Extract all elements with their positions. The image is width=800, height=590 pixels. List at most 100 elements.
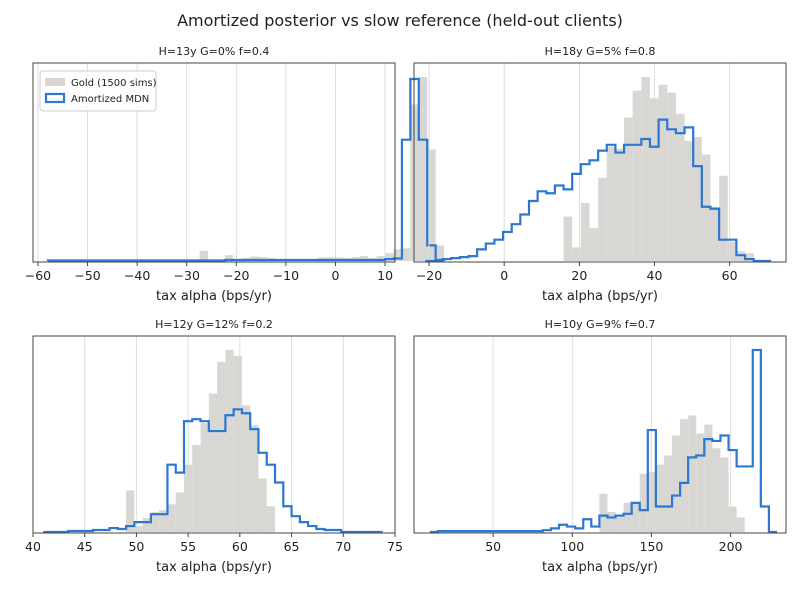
gold-bar xyxy=(607,511,616,532)
x-tick-label: 75 xyxy=(387,539,403,554)
gold-bar xyxy=(712,448,721,532)
gold-bar xyxy=(599,493,608,532)
gold-bar xyxy=(150,512,160,532)
gold-bar xyxy=(572,247,581,261)
gold-bar xyxy=(410,104,419,261)
axes-frame xyxy=(32,335,396,534)
gold-bar xyxy=(208,393,218,532)
axes-frame xyxy=(32,62,396,263)
x-tick-label: 45 xyxy=(77,539,93,554)
x-axis-label: tax alpha (bps/yr) xyxy=(156,289,272,304)
gold-bar xyxy=(719,175,728,261)
gold-bar xyxy=(563,216,573,261)
gold-bar xyxy=(250,425,259,532)
x-tick-label: 55 xyxy=(180,539,196,554)
gold-bar xyxy=(727,241,737,261)
panel-title: H=18y G=5% f=0.8 xyxy=(545,45,656,58)
x-tick-label: −10 xyxy=(273,268,299,283)
gold-bar xyxy=(192,444,201,532)
gold-bar xyxy=(167,504,176,532)
chart-panel-4: H=10y G=9% f=0.7 50 100 150 200 tax alpha (bp… xyxy=(413,318,787,575)
x-tick-label: 65 xyxy=(284,539,300,554)
figure-title: Amortized posterior vs slow reference (h… xyxy=(177,11,623,30)
x-axis-label: tax alpha (bps/yr) xyxy=(156,560,272,575)
gold-bar xyxy=(418,77,428,261)
x-tick-label: 40 xyxy=(647,268,663,283)
gold-bar xyxy=(632,90,642,261)
x-axis-label: tax alpha (bps/yr) xyxy=(542,560,658,575)
gold-bar xyxy=(684,140,694,261)
x-tick-label: −60 xyxy=(25,268,51,283)
gold-bar xyxy=(624,117,633,261)
legend-swatch-gold xyxy=(45,78,65,86)
gold-bar xyxy=(745,253,754,261)
gold-bar xyxy=(589,228,599,261)
x-tick-label: −40 xyxy=(124,268,150,283)
gold-bar xyxy=(266,506,276,532)
x-tick-label: −20 xyxy=(223,268,249,283)
x-tick-label: 60 xyxy=(722,268,738,283)
x-tick-label: 50 xyxy=(128,539,144,554)
x-tick-label: 40 xyxy=(25,539,41,554)
gold-bar xyxy=(720,457,729,532)
legend-label-mdn: Amortized MDN xyxy=(71,94,149,105)
gold-bar xyxy=(250,256,259,261)
gold-bar xyxy=(658,84,668,262)
gold-bar xyxy=(427,149,436,261)
chart-panel-1: H=13y G=0% f=0.4 −60 −50 −40 −30 −20 −10 0 10 tax… xyxy=(25,45,446,304)
gold-bar xyxy=(663,455,673,532)
legend-box xyxy=(39,70,157,112)
mdn-step-line xyxy=(43,408,383,534)
x-tick-label: 50 xyxy=(485,539,501,554)
legend-label-gold: Gold (1500 sims) xyxy=(71,78,157,89)
gold-bar xyxy=(175,492,185,532)
x-tick-label: 100 xyxy=(560,539,584,554)
x-tick-label: 0 xyxy=(500,268,508,283)
gold-bar xyxy=(649,98,659,262)
gold-bar xyxy=(623,502,632,532)
x-tick-label: 10 xyxy=(377,268,393,283)
gold-bar xyxy=(126,490,135,532)
gold-bar xyxy=(225,349,234,532)
x-tick-label: 150 xyxy=(640,539,664,554)
gold-bar xyxy=(675,113,685,261)
gold-bar xyxy=(385,253,394,261)
axes-frame xyxy=(413,335,787,534)
gold-bar xyxy=(736,517,745,532)
gold-bar xyxy=(615,517,624,532)
x-tick-label: −20 xyxy=(416,268,442,283)
gold-bar xyxy=(217,361,226,532)
x-tick-label: 20 xyxy=(571,268,587,283)
gold-bar xyxy=(241,405,251,532)
chart-panel-2: H=18y G=5% f=0.8 −20 0 20 40 60 tax alpha (bps… xyxy=(413,45,787,304)
gold-bar xyxy=(199,250,209,261)
gold-bar xyxy=(647,471,656,532)
x-tick-label: −50 xyxy=(74,268,100,283)
mdn-step-line xyxy=(425,118,771,263)
mdn-step-line xyxy=(429,348,777,534)
legend-swatch-mdn xyxy=(44,92,66,104)
gold-bar xyxy=(606,146,616,261)
gold-bar xyxy=(376,256,386,261)
panel-title: H=13y G=0% f=0.4 xyxy=(159,45,270,58)
x-tick-label: 0 xyxy=(332,268,340,283)
gold-bar xyxy=(641,77,650,261)
gold-bar xyxy=(710,206,720,261)
gold-bar xyxy=(672,435,681,532)
gold-bar xyxy=(580,202,590,261)
gold-bar xyxy=(224,255,234,261)
x-tick-label: 70 xyxy=(335,539,351,554)
gold-bar xyxy=(615,148,625,261)
gold-bar xyxy=(200,423,209,532)
legend: Gold (1500 sims) Amortized MDN xyxy=(39,70,157,112)
gold-bar xyxy=(393,249,402,261)
gold-bar xyxy=(704,424,713,532)
x-tick-label: 200 xyxy=(719,539,743,554)
gold-bar xyxy=(680,419,689,532)
panel-title: H=10y G=9% f=0.7 xyxy=(545,318,656,331)
gold-bar xyxy=(401,248,411,261)
gold-bar xyxy=(728,506,737,532)
panel-title: H=12y G=12% f=0.2 xyxy=(155,318,273,331)
gold-bar xyxy=(134,526,143,532)
